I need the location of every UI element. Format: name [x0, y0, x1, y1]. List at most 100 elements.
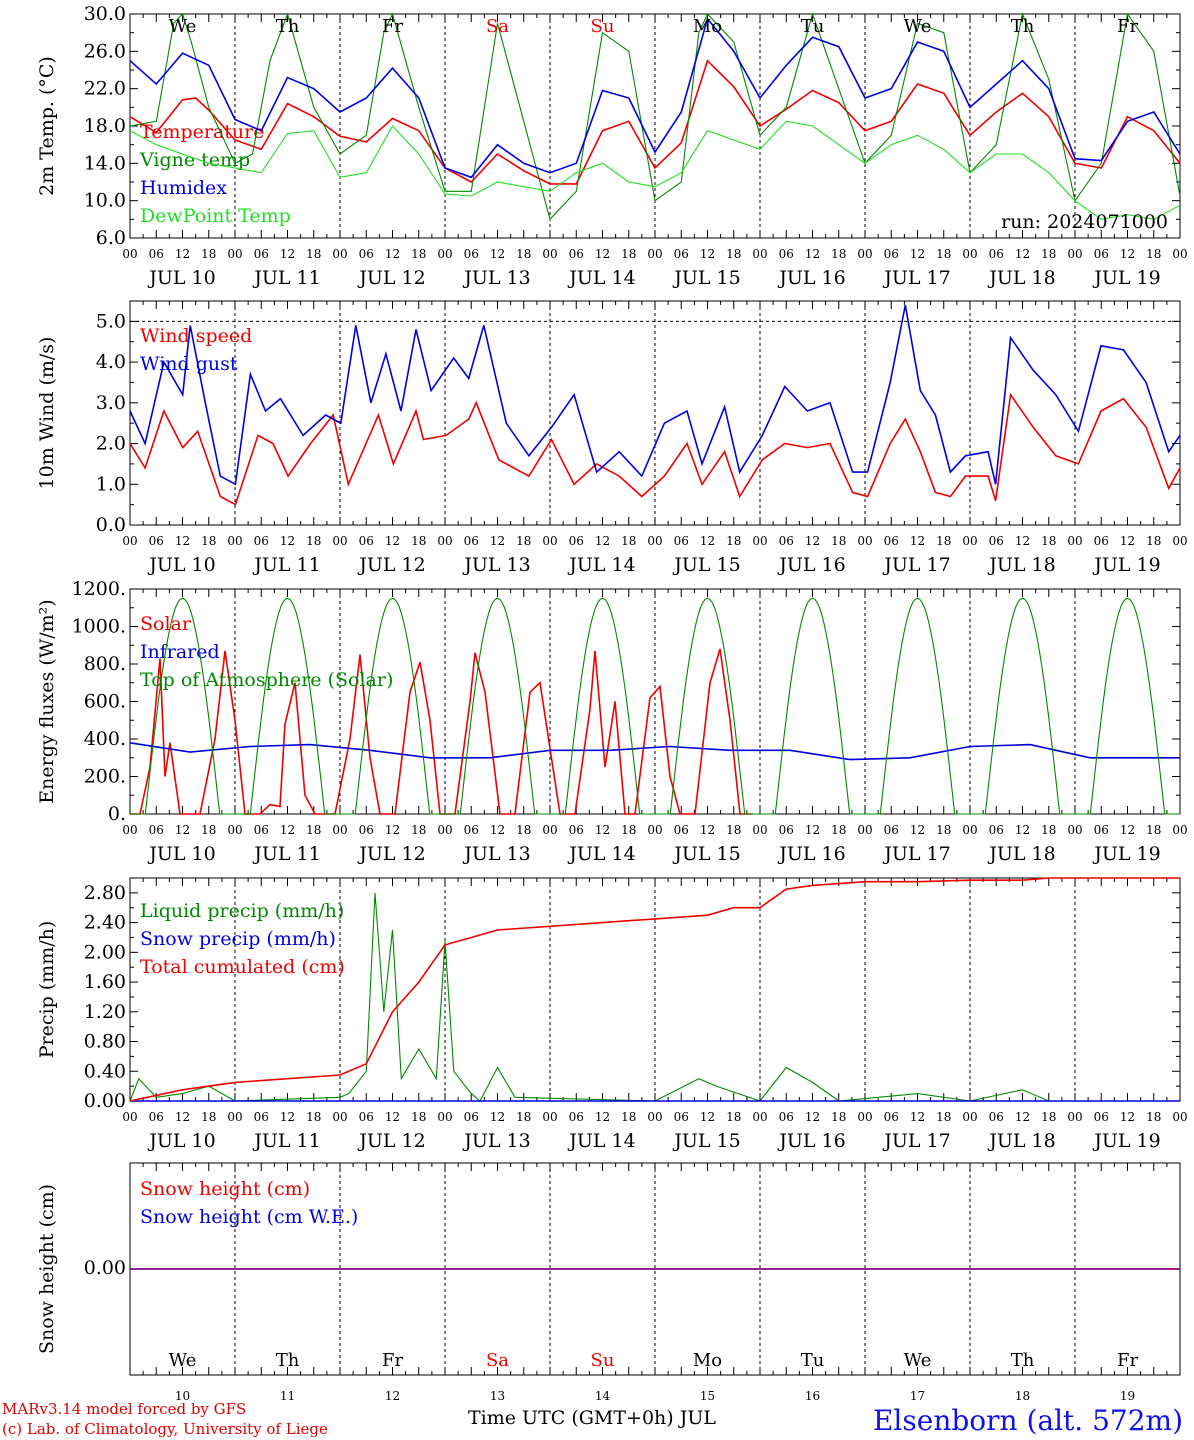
y-tick-label: 4.0 [96, 351, 126, 373]
hour-tick-label: 12 [490, 1110, 505, 1124]
hour-tick-label: 00 [437, 1110, 452, 1124]
hour-tick-label: 18 [516, 1110, 531, 1124]
hour-tick-label: 00 [1067, 247, 1082, 261]
footer-model: MARv3.14 model forced by GFS [2, 1400, 246, 1418]
hour-tick-label: 00 [227, 823, 242, 837]
date-label: JUL 19 [1092, 554, 1160, 576]
weekday-label: We [904, 16, 932, 37]
hour-tick-label: 18 [1041, 534, 1056, 548]
hour-tick-label: 00 [122, 823, 137, 837]
hour-tick-label: 00 [962, 534, 977, 548]
hour-tick-label: 12 [385, 1110, 400, 1124]
hour-tick-label: 06 [359, 1110, 374, 1124]
date-label: JUL 17 [882, 267, 950, 289]
hour-tick-label: 12 [1120, 247, 1135, 261]
y-tick-label: 1.60 [84, 971, 126, 993]
hour-tick-label: 06 [359, 534, 374, 548]
y-tick-label: 0.00 [84, 1257, 126, 1279]
date-label: JUL 10 [147, 267, 215, 289]
hour-tick-label: 00 [122, 247, 137, 261]
hour-tick-label: 06 [1094, 534, 1109, 548]
series-liquid-precip-mm-h [129, 892, 1180, 1102]
hour-tick-label: 12 [490, 534, 505, 548]
hour-tick-label: 06 [674, 823, 689, 837]
hour-tick-label: 00 [647, 534, 662, 548]
legend-entry: Wind gust [140, 353, 238, 375]
legend-entry: Temperature [140, 121, 264, 143]
weekday-label: Th [1011, 1350, 1035, 1371]
series-top-of-atmosphere-solar [130, 597, 1180, 815]
hour-tick-label: 12 [490, 823, 505, 837]
y-axis-title: Energy fluxes (W/m²) [36, 599, 58, 803]
hour-tick-label: 18 [1041, 823, 1056, 837]
date-label: JUL 11 [252, 843, 320, 865]
series-wind-speed [129, 392, 1181, 506]
y-tick-label: 400. [84, 728, 126, 750]
legend-entry: Total cumulated (cm) [140, 956, 345, 978]
hour-tick-label: 18 [936, 534, 951, 548]
date-label: JUL 13 [462, 1130, 530, 1152]
hour-tick-label: 06 [1094, 1110, 1109, 1124]
hour-tick-label: 12 [1120, 823, 1135, 837]
date-label: JUL 10 [147, 843, 215, 865]
y-axis-title: Precip (mm/h) [36, 921, 58, 1059]
date-label: JUL 10 [147, 1130, 215, 1152]
hour-tick-label: 12 [1120, 534, 1135, 548]
hour-tick-label: 00 [122, 1110, 137, 1124]
panel-frame [129, 588, 1181, 815]
x-axis-title: Time UTC (GMT+0h) JUL [468, 1407, 716, 1429]
hour-tick-label: 18 [1041, 247, 1056, 261]
hour-tick-label: 06 [779, 247, 794, 261]
date-label: JUL 12 [357, 267, 425, 289]
hour-tick-label: 18 [831, 1110, 846, 1124]
series-vigne-temp [129, 12, 1181, 221]
hour-tick-label: 18 [621, 534, 636, 548]
hour-tick-label: 12 [175, 247, 190, 261]
hour-tick-label: 18 [201, 534, 216, 548]
legend-entry: Liquid precip (mm/h) [140, 900, 344, 922]
hour-tick-label: 00 [962, 247, 977, 261]
hour-tick-label: 06 [149, 534, 164, 548]
weekday-label: Th [276, 1350, 300, 1371]
hour-tick-label: 12 [700, 534, 715, 548]
hour-tick-label: 06 [569, 823, 584, 837]
weekday-label: Su [591, 1350, 615, 1371]
hour-tick-label: 06 [464, 247, 479, 261]
hour-tick-label: 18 [201, 247, 216, 261]
hour-tick-label: 00 [1067, 823, 1082, 837]
weekday-label: We [169, 16, 197, 37]
run-label: run: 2024071000 [1001, 211, 1168, 233]
hour-tick-label: 18 [411, 247, 426, 261]
hour-tick-label: 12 [805, 247, 820, 261]
weekday-label: Fr [382, 1350, 403, 1371]
hour-tick-label: 12 [1015, 1110, 1030, 1124]
hour-tick-label: 06 [884, 534, 899, 548]
y-tick-label: 800. [84, 653, 126, 675]
y-tick-label: 1.20 [84, 1001, 126, 1023]
hour-tick-label: 00 [647, 823, 662, 837]
legend-entry: Humidex [140, 177, 227, 199]
y-tick-label: 14.0 [84, 152, 126, 174]
series-temperature [129, 59, 1181, 185]
series-solar [130, 648, 753, 815]
y-tick-label: 200. [84, 766, 126, 788]
hour-tick-label: 00 [437, 534, 452, 548]
hour-tick-label: 06 [989, 534, 1004, 548]
y-tick-label: 0.80 [84, 1031, 126, 1053]
hour-tick-label: 00 [332, 534, 347, 548]
hour-tick-label: 06 [569, 247, 584, 261]
day-number-label: 17 [910, 1389, 925, 1403]
hour-tick-label: 18 [516, 534, 531, 548]
hour-tick-label: 00 [1172, 823, 1187, 837]
date-label: JUL 17 [882, 843, 950, 865]
hour-tick-label: 00 [962, 1110, 977, 1124]
series-wind-gust [129, 304, 1181, 486]
hour-tick-label: 06 [779, 823, 794, 837]
hour-tick-label: 06 [1094, 247, 1109, 261]
hour-tick-label: 00 [227, 534, 242, 548]
day-number-label: 10 [175, 1389, 190, 1403]
hour-tick-label: 18 [411, 534, 426, 548]
hour-tick-label: 12 [910, 1110, 925, 1124]
y-tick-label: 5.0 [96, 310, 126, 332]
